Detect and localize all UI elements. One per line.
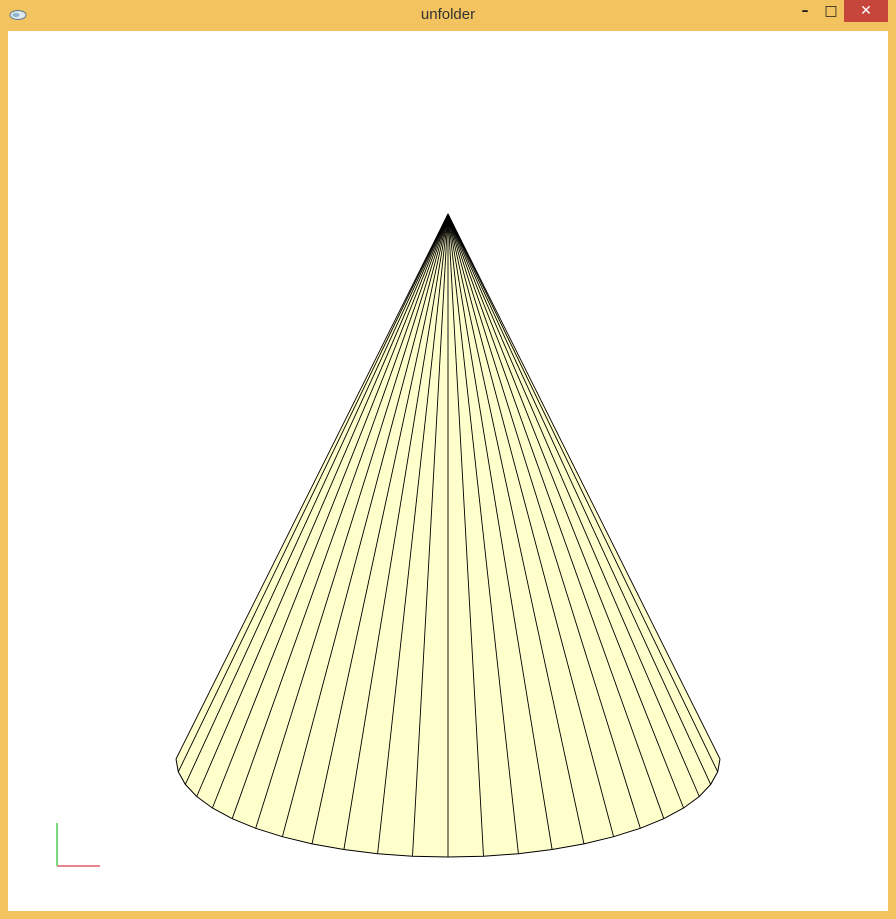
close-button[interactable]: ✕	[844, 0, 888, 22]
cone-mesh	[56, 213, 721, 867]
cone-edge	[311, 213, 449, 844]
cone-edge	[177, 213, 449, 772]
maximize-icon: □	[824, 3, 838, 19]
cone-edge	[447, 213, 553, 850]
cone-edge	[343, 213, 449, 850]
cone-edge	[412, 213, 449, 857]
cone-edge	[447, 213, 700, 797]
cone-edge	[447, 213, 712, 785]
3d-viewport[interactable]	[8, 31, 888, 911]
maximize-button[interactable]: □	[818, 0, 844, 22]
cone-edge	[447, 213, 585, 844]
cone-edge	[447, 213, 685, 809]
window-title: unfolder	[420, 6, 476, 23]
title-bar[interactable]: unfolder – □ ✕	[0, 0, 896, 30]
cone-edge	[211, 213, 449, 809]
cone-edge	[447, 213, 721, 760]
cone-edge	[231, 213, 449, 819]
cone-edge	[447, 213, 484, 857]
minimize-button[interactable]: –	[792, 0, 818, 22]
cone-edge	[175, 213, 449, 760]
cone-edge	[255, 213, 449, 829]
close-icon: ✕	[860, 3, 872, 19]
cone-edge	[447, 213, 519, 854]
cone-edge	[281, 213, 449, 837]
cone-edge	[447, 213, 615, 837]
cone-edge	[447, 213, 719, 772]
cone-edge	[447, 213, 641, 829]
cone-edge	[196, 213, 449, 797]
cone-base-outline	[175, 758, 721, 858]
cone-edge	[184, 213, 449, 785]
app-logo-icon[interactable]	[9, 9, 27, 21]
minimize-icon: –	[801, 3, 809, 19]
cone-edge	[447, 213, 665, 819]
cone-edge	[377, 213, 449, 854]
